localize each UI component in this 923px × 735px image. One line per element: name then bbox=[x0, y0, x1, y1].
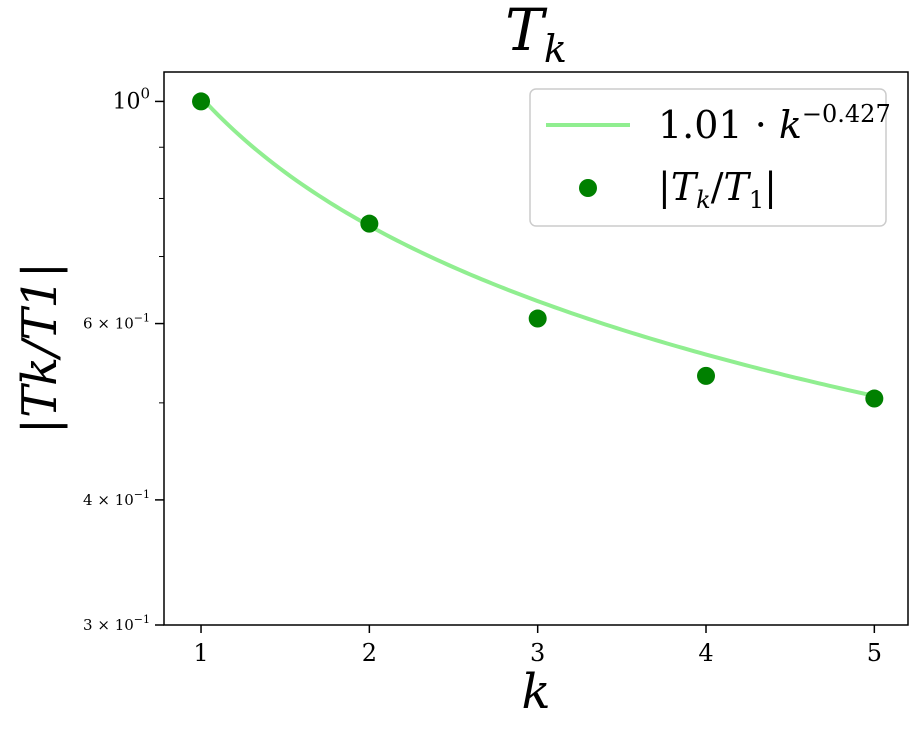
fit-line bbox=[199, 95, 875, 398]
chart-title-sub: k bbox=[544, 27, 567, 71]
legend-points-close: | bbox=[764, 165, 777, 209]
data-point bbox=[697, 366, 716, 385]
y-axis-label: |Tk/T1| bbox=[12, 262, 68, 434]
legend-fit-var: k bbox=[779, 103, 802, 147]
chart-title: Tk bbox=[505, 0, 567, 71]
data-point bbox=[360, 214, 379, 233]
y-tick-label: 4 × 10−1 bbox=[83, 488, 150, 509]
chart-title-main: T bbox=[505, 0, 548, 64]
legend-fit-coef: 1.01 · bbox=[658, 103, 779, 147]
y-tick-label: 6 × 10−1 bbox=[83, 312, 150, 333]
x-axis-label: k bbox=[521, 664, 550, 720]
legend-points-var1: T bbox=[671, 165, 699, 209]
x-tick-label: 4 bbox=[698, 639, 713, 667]
x-tick-label: 1 bbox=[193, 639, 208, 667]
y-tick-label: 100 bbox=[112, 84, 150, 114]
data-points bbox=[192, 92, 884, 408]
legend-points-open: | bbox=[658, 165, 671, 209]
legend-points-slash: / bbox=[711, 165, 724, 209]
plot-frame bbox=[163, 71, 909, 626]
x-tick-label: 3 bbox=[530, 639, 545, 667]
legend-points-var2: T bbox=[724, 165, 752, 209]
legend-fit-label: 1.01 · k−0.427 bbox=[658, 100, 891, 147]
y-axis-ticks: 100 6 × 10−1 4 × 10−1 3 × 10−1 bbox=[83, 84, 164, 634]
legend-points-sub1: k bbox=[696, 186, 711, 214]
data-point bbox=[192, 92, 211, 111]
x-tick-label: 2 bbox=[362, 639, 377, 667]
legend-points-label: |Tk/T1| bbox=[658, 165, 777, 214]
legend-points-swatch bbox=[579, 179, 597, 197]
y-tick-label: 3 × 10−1 bbox=[83, 613, 150, 634]
x-axis-ticks: 1 2 3 4 5 bbox=[193, 625, 882, 667]
fit-line-group bbox=[199, 95, 875, 398]
x-tick-label: 5 bbox=[867, 639, 882, 667]
legend-fit-exp: −0.427 bbox=[802, 100, 891, 128]
legend-points-sub2: 1 bbox=[749, 186, 764, 214]
data-point bbox=[865, 389, 884, 408]
legend: 1.01 · k−0.427 |Tk/T1| bbox=[529, 88, 891, 227]
data-point bbox=[528, 309, 547, 328]
